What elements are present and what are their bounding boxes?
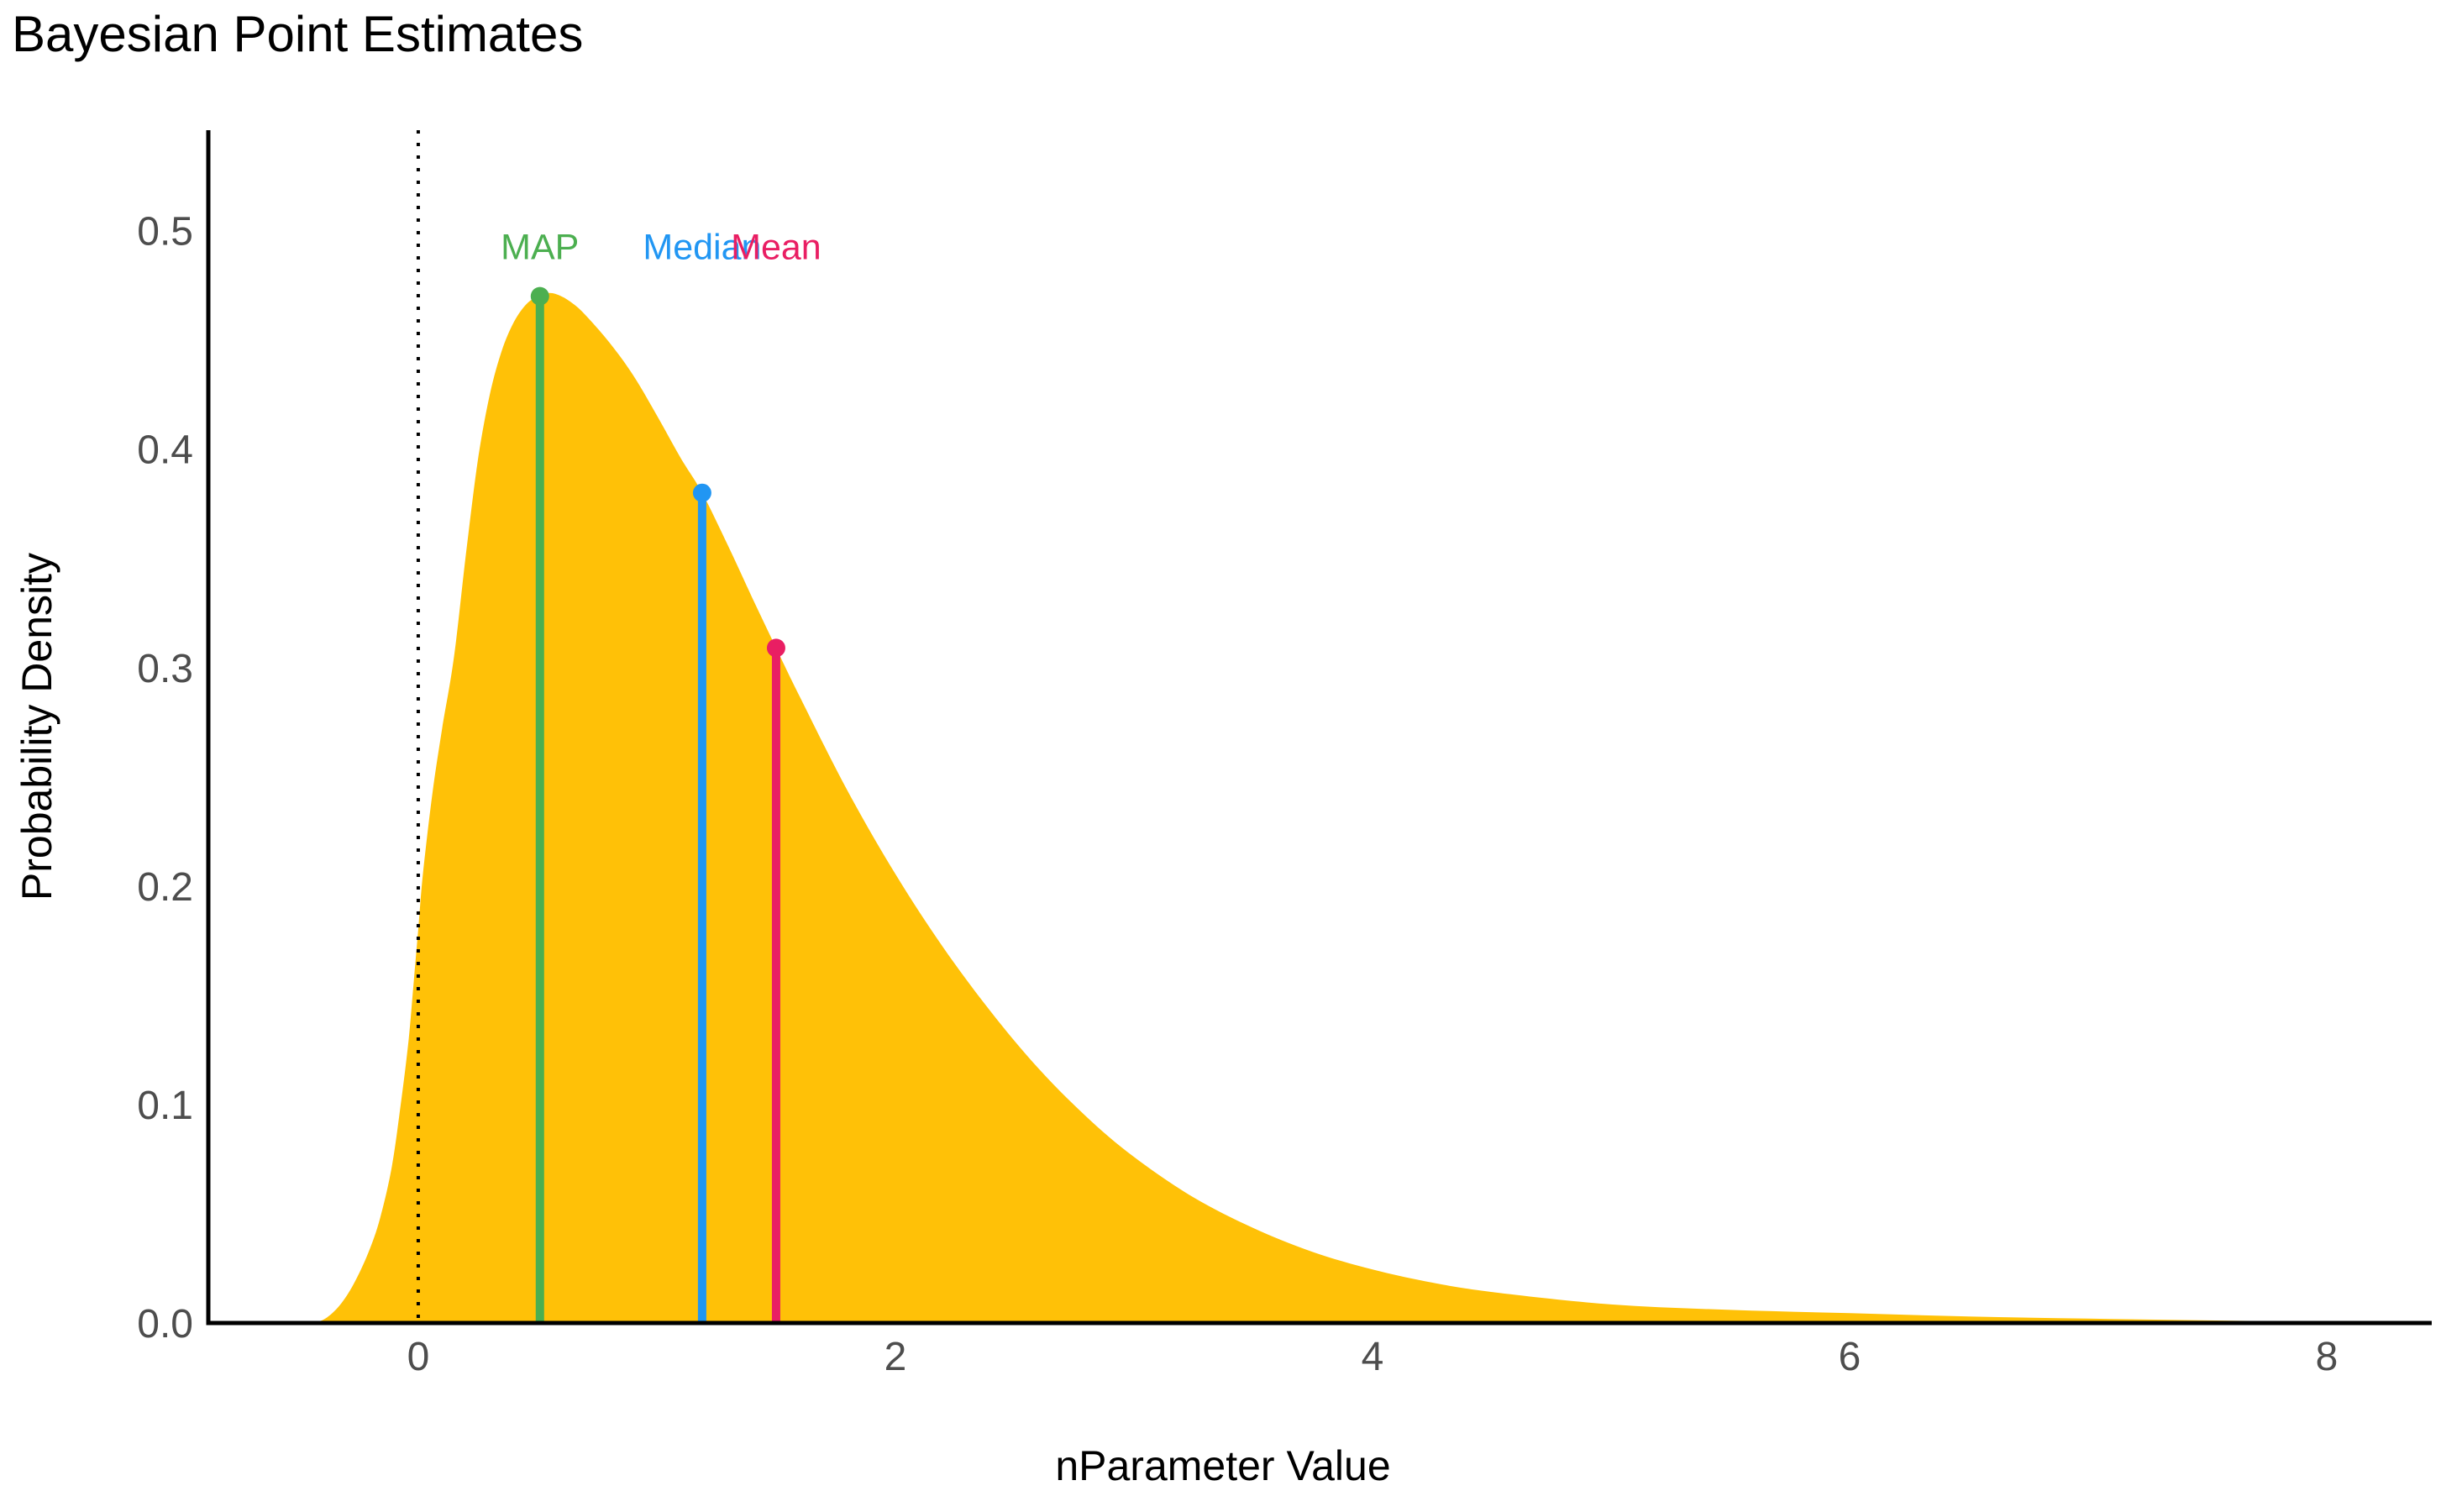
median-point	[692, 483, 711, 502]
y-tick-label: 0.5	[137, 210, 193, 255]
mean-point	[766, 638, 785, 658]
x-tick-label: 6	[1839, 1335, 1861, 1379]
chart-title: Bayesian Point Estimates	[12, 6, 584, 62]
x-tick-label: 0	[407, 1335, 430, 1379]
y-tick-label: 0.2	[137, 865, 193, 910]
map-label: MAP	[501, 228, 579, 268]
y-tick-label: 0.0	[137, 1302, 193, 1347]
median-label: Median	[643, 228, 761, 268]
y-tick-label: 0.1	[137, 1084, 193, 1128]
x-tick-label: 8	[2316, 1335, 2338, 1379]
mean-label: Mean	[731, 228, 821, 268]
x-axis-title: nParameter Value	[1055, 1442, 1391, 1489]
x-tick-label: 2	[884, 1335, 907, 1379]
x-tick-label: 4	[1362, 1335, 1384, 1379]
map-point	[530, 286, 549, 306]
y-tick-label: 0.3	[137, 647, 193, 691]
y-tick-label: 0.4	[137, 428, 193, 473]
density-area	[313, 292, 2422, 1323]
